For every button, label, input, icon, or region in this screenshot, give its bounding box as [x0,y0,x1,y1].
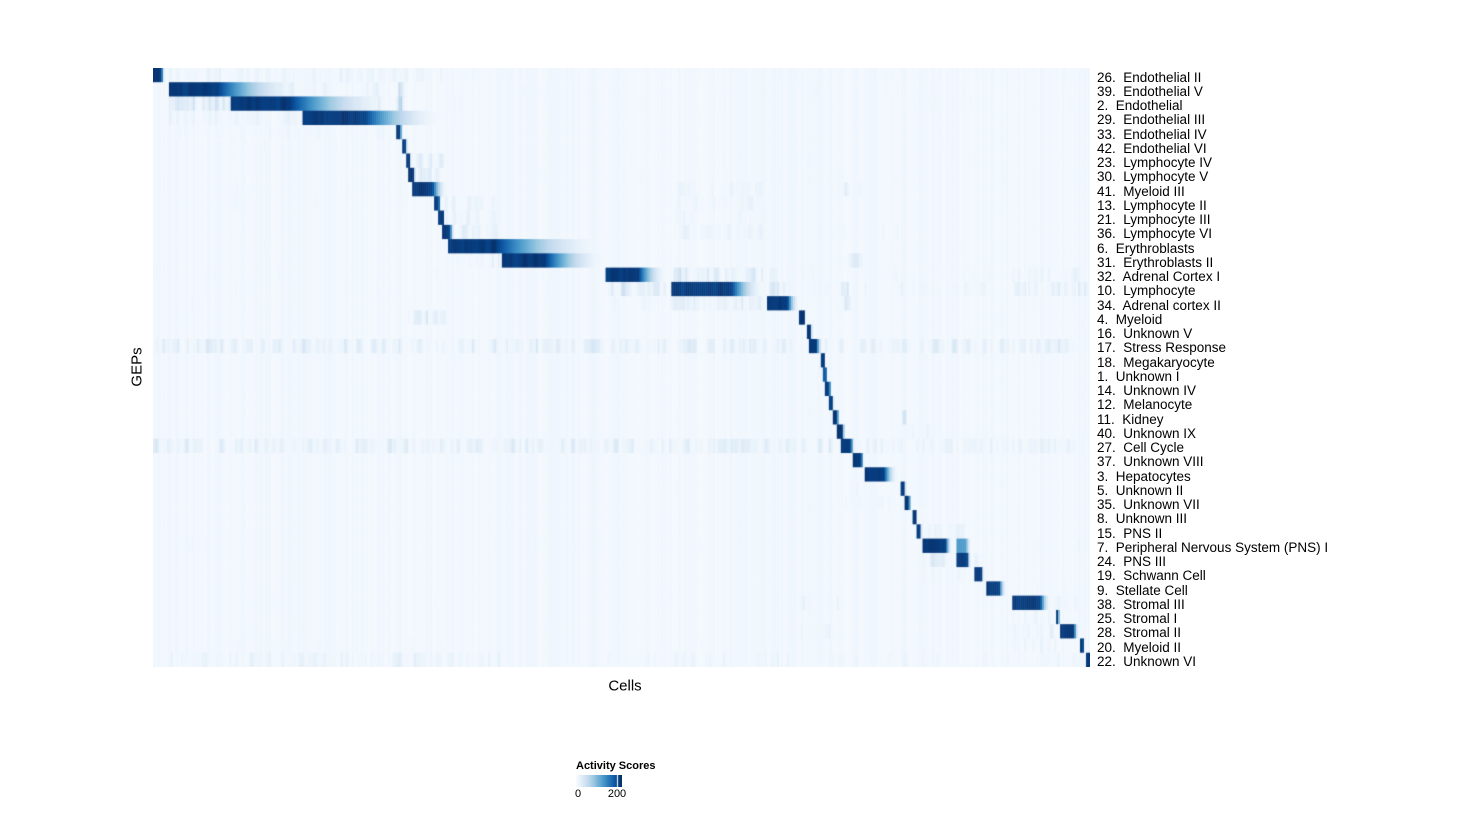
row-label: 25. Stromal I [1097,611,1178,627]
row-label: 30. Lymphocyte V [1097,169,1209,185]
row-label: 37. Unknown VIII [1097,454,1204,470]
row-label: 16. Unknown V [1097,326,1193,342]
row-label: 20. Myeloid II [1097,639,1182,655]
row-label: 1. Unknown I [1097,368,1180,384]
heatmap-canvas [153,68,1090,667]
row-label: 26. Endothelial II [1097,69,1202,85]
row-label: 27. Cell Cycle [1097,440,1185,456]
row-label: 12. Melanocyte [1097,397,1193,413]
row-label: 23. Lymphocyte IV [1097,155,1213,171]
row-label: 15. PNS II [1097,525,1163,541]
row-label: 10. Lymphocyte [1097,283,1196,299]
row-label: 8. Unknown III [1097,511,1188,527]
row-label: 35. Unknown VII [1097,497,1200,513]
y-axis-label: GEPs [128,347,146,387]
x-axis-label: Cells [608,677,642,695]
row-label: 28. Stromal II [1097,625,1182,641]
row-label: 41. Myeloid III [1097,183,1185,199]
row-label: 6. Erythroblasts [1097,240,1195,256]
row-label: 7. Peripheral Nervous System (PNS) I [1097,539,1329,555]
row-label: 17. Stress Response [1097,340,1227,356]
row-label: 5. Unknown II [1097,482,1184,498]
row-label: 24. PNS III [1097,554,1167,570]
row-label: 39. Endothelial V [1097,83,1203,99]
row-label: 34. Adrenal cortex II [1097,297,1221,313]
row-label: 22. Unknown VI [1097,653,1197,669]
colorbar-legend: Activity Scores 0 200 [574,760,656,802]
colorbar-tick-min: 0 [574,788,582,800]
row-label: 21. Lymphocyte III [1097,212,1211,228]
row-label: 29. Endothelial III [1097,112,1206,128]
colorbar-gradient [576,775,622,787]
row-label: 19. Schwann Cell [1097,568,1206,584]
row-label: 40. Unknown IX [1097,425,1197,441]
row-label: 4. Myeloid [1097,311,1163,327]
row-label: 3. Hepatocytes [1097,468,1191,484]
row-label: 38. Stromal III [1097,596,1185,612]
row-label: 36. Lymphocyte VI [1097,226,1213,242]
row-label: 33. Endothelial IV [1097,126,1207,142]
row-label: 2. Endothelial [1097,98,1183,114]
colorbar-tick-max: 200 [607,788,627,800]
row-label: 11. Kidney [1097,411,1164,427]
row-label: 42. Endothelial VI [1097,140,1207,156]
gep-row-labels: 26. Endothelial II 39. Endothelial V 2. En… [1097,70,1457,669]
row-label: 13. Lymphocyte II [1097,197,1207,213]
row-label: 18. Megakaryocyte [1097,354,1215,370]
legend-title: Activity Scores [576,760,656,772]
row-label: 9. Stellate Cell [1097,582,1188,598]
row-label: 14. Unknown IV [1097,383,1197,399]
row-label: 31. Erythroblasts II [1097,254,1214,270]
colorbar-ticks: 0 200 [574,788,626,802]
row-label: 32. Adrenal Cortex I [1097,269,1221,285]
